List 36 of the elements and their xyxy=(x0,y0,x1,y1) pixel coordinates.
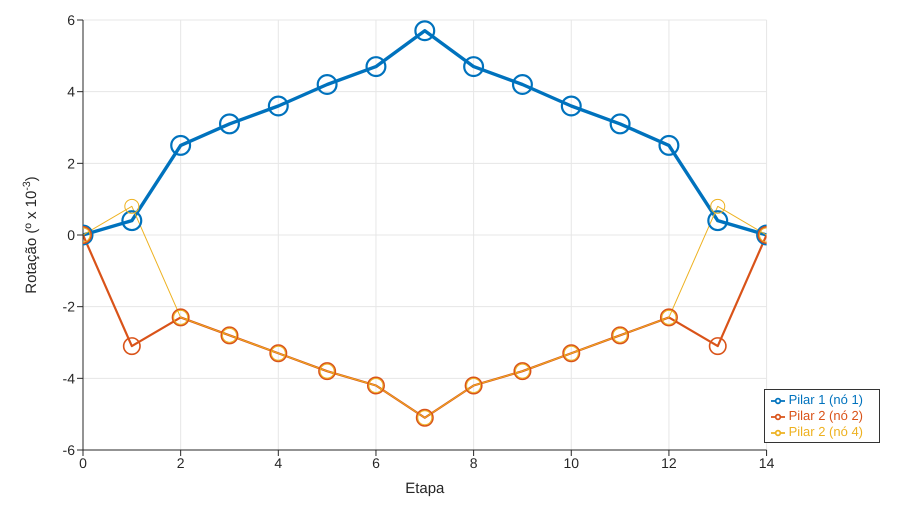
point xyxy=(218,113,240,134)
legend-label: Pilar 1 (nó 1) xyxy=(788,392,863,407)
y-tick-label: 6 xyxy=(67,12,76,28)
legend-label: Pilar 2 (nó 4) xyxy=(788,424,863,439)
point xyxy=(708,337,727,356)
point xyxy=(414,20,436,42)
x-tick-label: 0 xyxy=(79,454,88,471)
point xyxy=(710,198,726,214)
x-tick-label: 8 xyxy=(470,454,478,471)
x-tick-label: 10 xyxy=(563,454,580,471)
point xyxy=(707,210,728,232)
point xyxy=(365,56,386,78)
point xyxy=(122,337,141,356)
point xyxy=(268,96,289,116)
x-tick-label: 6 xyxy=(372,454,380,471)
point xyxy=(658,134,680,156)
y-tick-label: 0 xyxy=(67,226,76,243)
point xyxy=(560,96,582,116)
x-tick-label: 14 xyxy=(758,454,775,471)
y-tick-label: 2 xyxy=(67,155,76,172)
point xyxy=(610,113,631,134)
x-tick-label: 12 xyxy=(661,454,677,471)
x-tick-label: 4 xyxy=(274,454,282,471)
x-axis-title: Etapa xyxy=(405,480,446,497)
point xyxy=(316,74,338,95)
point xyxy=(121,210,142,232)
y-tick-label: -4 xyxy=(62,370,76,386)
y-tick-label: -2 xyxy=(62,298,76,315)
point xyxy=(170,134,192,156)
point xyxy=(512,74,533,95)
point xyxy=(463,56,484,78)
point xyxy=(124,198,140,214)
legend-label: Pilar 2 (nó 2) xyxy=(788,408,863,423)
y-tick-label: 4 xyxy=(67,84,76,100)
x-tick-label: 2 xyxy=(176,454,185,471)
y-tick-label: -6 xyxy=(62,442,76,458)
